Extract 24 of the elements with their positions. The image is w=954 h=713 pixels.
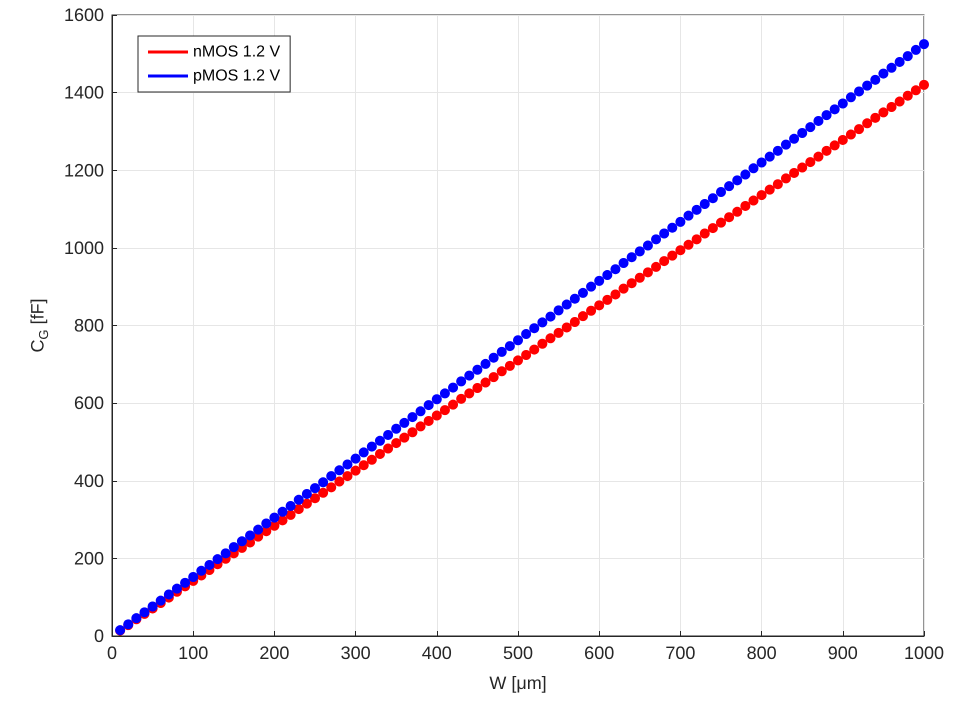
y-tick-label: 600	[74, 393, 104, 414]
y-tick-label: 1600	[64, 5, 104, 25]
y-tick-label: 1000	[64, 238, 104, 258]
y-tick-label: 400	[74, 470, 104, 491]
x-axis-title: W [μm]	[489, 673, 547, 693]
legend-label: nMOS 1.2 V	[193, 44, 280, 60]
x-tick-label: 700	[665, 643, 696, 663]
x-tick-label: 800	[746, 643, 777, 663]
y-axis-title: CG [fF]	[28, 298, 51, 353]
y-tick-label: 1400	[64, 82, 104, 103]
x-tick-label: 1000	[904, 643, 944, 663]
y-tick-label: 1200	[64, 160, 104, 180]
y-tick-label: 0	[94, 626, 104, 646]
y-tick-label: 200	[74, 548, 104, 568]
x-tick-label: 400	[422, 643, 452, 663]
x-tick-label: 500	[502, 643, 534, 663]
legend-label: pMOS 1.2 V	[193, 68, 280, 84]
x-tick-label: 200	[259, 643, 290, 663]
x-tick-label: 300	[340, 643, 371, 663]
x-tick-label: 100	[178, 643, 208, 663]
x-tick-label: 900	[828, 643, 858, 663]
x-tick-label: 600	[584, 643, 614, 663]
y-tick-label: 800	[74, 316, 104, 336]
x-tick-label: 0	[106, 643, 118, 663]
